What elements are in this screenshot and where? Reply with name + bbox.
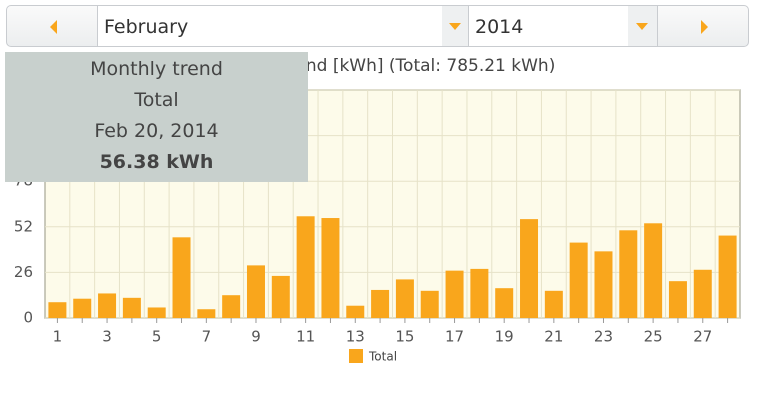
bar xyxy=(98,293,117,318)
bar xyxy=(668,281,687,318)
x-tick-label: 11 xyxy=(296,328,315,346)
bar xyxy=(321,218,340,318)
bar xyxy=(48,302,67,318)
bar xyxy=(246,265,265,318)
bar xyxy=(197,309,216,318)
x-tick-label: 19 xyxy=(495,328,514,346)
bar xyxy=(346,305,365,318)
x-tick-label: 25 xyxy=(644,328,663,346)
next-button[interactable] xyxy=(657,5,749,47)
bar xyxy=(172,237,191,318)
bar xyxy=(395,279,414,318)
bar xyxy=(520,219,539,318)
x-tick-label: 17 xyxy=(445,328,464,346)
bar xyxy=(693,269,712,318)
x-tick-label: 13 xyxy=(346,328,365,346)
bar xyxy=(73,298,92,318)
x-tick-label: 9 xyxy=(251,328,261,346)
legend-swatch xyxy=(349,349,363,363)
dropdown-arrow xyxy=(442,6,468,46)
tooltip-title: Monthly trend xyxy=(90,58,223,80)
legend-label: Total xyxy=(368,350,397,364)
tooltip-date: Feb 20, 2014 xyxy=(94,120,219,142)
bar xyxy=(122,297,141,318)
x-tick-label: 21 xyxy=(544,328,563,346)
bar xyxy=(644,223,663,318)
y-tick-label: 0 xyxy=(23,309,33,327)
bar xyxy=(495,288,514,318)
y-tick-label: 26 xyxy=(14,263,33,281)
year-text: 2014 xyxy=(475,16,524,38)
x-tick-label: 1 xyxy=(53,328,63,346)
bar xyxy=(420,290,439,318)
bar xyxy=(271,275,290,318)
bar xyxy=(296,216,315,318)
x-tick-label: 15 xyxy=(395,328,414,346)
y-tick-label: 52 xyxy=(14,217,33,235)
bar xyxy=(470,268,489,318)
bar xyxy=(544,290,563,318)
bar xyxy=(445,270,464,318)
bar xyxy=(147,307,166,318)
bar xyxy=(371,289,390,318)
prev-button[interactable] xyxy=(6,5,98,47)
x-tick-label: 7 xyxy=(202,328,212,346)
prev-icon xyxy=(50,20,57,34)
bar xyxy=(619,230,638,318)
dropdown-arrow xyxy=(628,6,657,46)
bar xyxy=(569,242,588,318)
x-tick-label: 27 xyxy=(693,328,712,346)
tooltip-series: Total xyxy=(134,89,179,111)
bar xyxy=(594,251,613,318)
x-tick-label: 3 xyxy=(102,328,112,346)
next-icon xyxy=(701,20,708,34)
bar xyxy=(718,235,737,318)
bar xyxy=(222,295,241,318)
year-select[interactable]: 2014 xyxy=(468,5,658,47)
month-text: February xyxy=(104,16,189,38)
tooltip: Monthly trend Total Feb 20, 2014 56.38 k… xyxy=(5,52,308,182)
month-select[interactable]: February xyxy=(97,5,469,47)
x-tick-label: 5 xyxy=(152,328,162,346)
x-tick-label: 23 xyxy=(594,328,613,346)
tooltip-value: 56.38 kWh xyxy=(99,151,214,173)
